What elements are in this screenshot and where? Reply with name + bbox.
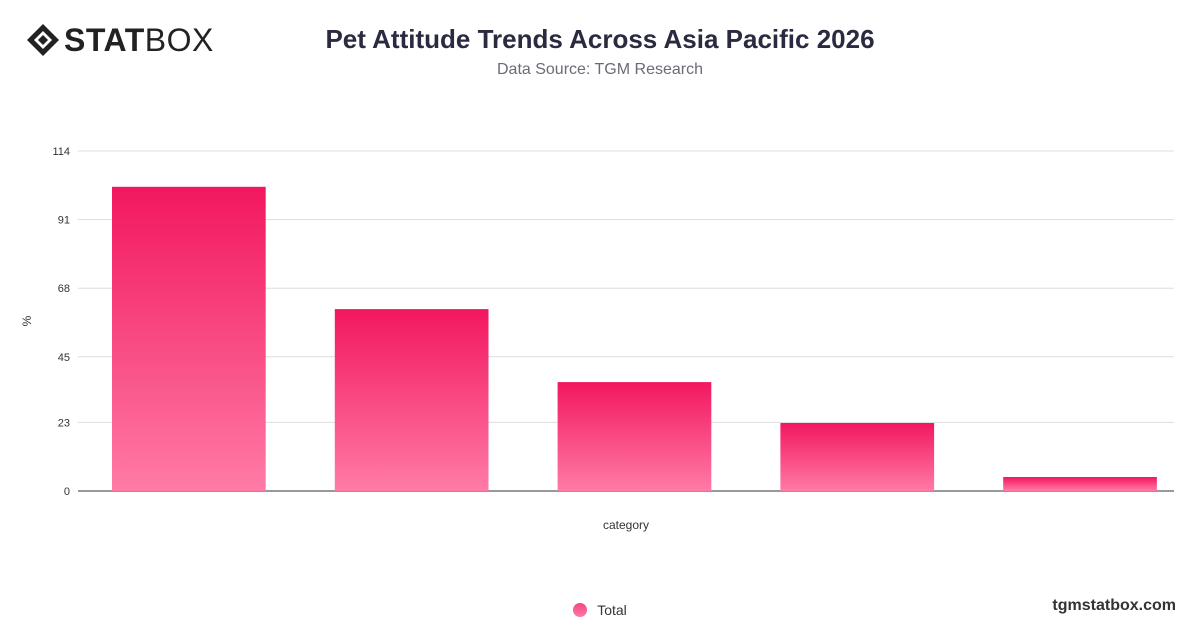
bars — [112, 186, 1157, 492]
y-tick-label: 0 — [64, 486, 70, 498]
y-axis-label: % — [20, 315, 34, 326]
y-tick-label: 23 — [58, 417, 70, 429]
chart-legend: Total — [0, 602, 1200, 618]
y-tick-label: 114 — [52, 146, 70, 158]
legend-label: Total — [597, 602, 627, 618]
x-axis-label: category — [603, 518, 649, 532]
brand-name: STATBOX — [64, 22, 214, 58]
legend-swatch — [573, 603, 588, 617]
brand-logo: STATBOX — [26, 22, 214, 58]
y-ticks: 0 23 45 68 91 114 — [52, 146, 70, 498]
brand-name-bold: STAT — [64, 22, 145, 58]
bar-4[interactable] — [780, 423, 935, 491]
y-tick-label: 68 — [58, 283, 70, 295]
statbox-diamond-icon — [27, 24, 59, 56]
brand-name-light: BOX — [144, 22, 214, 58]
chart-title: Pet Attitude Trends Across Asia Pacific … — [325, 24, 875, 54]
y-tick-label: 45 — [58, 352, 70, 364]
chart-subtitle: Data Source: TGM Research — [496, 61, 703, 78]
bar-2[interactable] — [334, 309, 489, 491]
bar-3[interactable] — [557, 382, 712, 491]
y-tick-label: 91 — [58, 215, 70, 227]
footer-site: tgmstatbox.com — [1052, 597, 1176, 614]
bar-5[interactable] — [1003, 477, 1157, 491]
bar-1[interactable] — [112, 186, 266, 492]
